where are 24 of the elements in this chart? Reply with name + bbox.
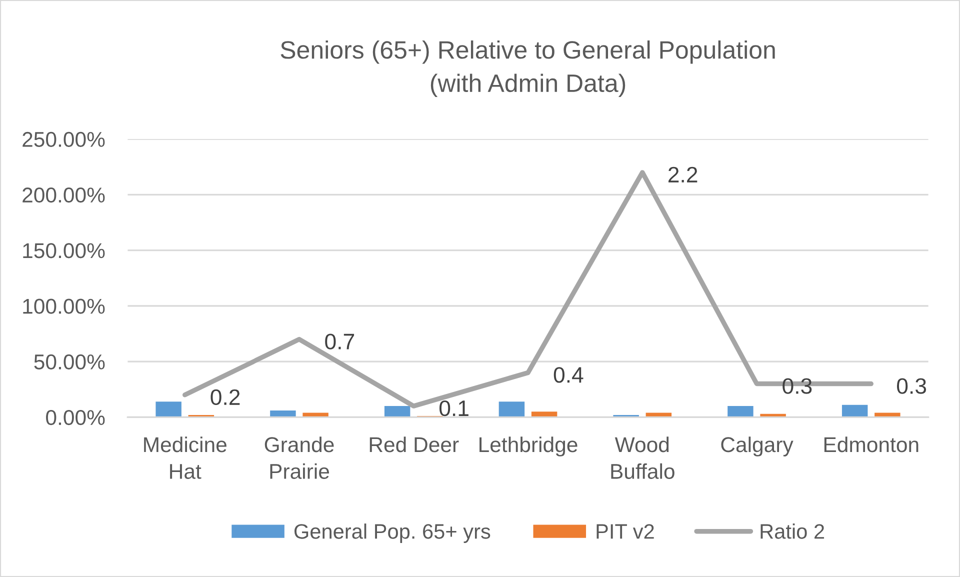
y-tick-label: 200.00%	[22, 188, 105, 203]
y-tick-label: 150.00%	[23, 243, 105, 258]
legend-label: PIT v2	[596, 524, 654, 539]
x-tick-label: Medicine Hat	[144, 436, 226, 479]
y-tick-label: 250.00%	[22, 132, 105, 147]
x-tick-label: Grande Prairie	[264, 436, 334, 479]
y-tick-label: 100.00%	[23, 298, 105, 314]
x-tick-label: Calgary	[721, 436, 794, 456]
x-tick-label: Red Deer	[370, 436, 459, 452]
data-label: 0.7	[325, 334, 354, 350]
y-tick-label: 0.00%	[46, 410, 105, 426]
data-label: 0.2	[210, 389, 240, 406]
data-label: 2.2	[668, 166, 698, 182]
legend-label: Ratio 2	[760, 524, 824, 539]
x-tick-label: Edmonton	[824, 436, 918, 452]
data-label: 0.1	[439, 400, 468, 416]
x-tick-label: Lethbridge	[480, 436, 578, 456]
data-label: 0.4	[554, 367, 584, 383]
y-tick-label: 50.00%	[34, 354, 105, 370]
chart-title: Seniors (65+) Relative to General Population (with Admin Data)	[280, 40, 775, 98]
legend-label: General Pop. 65+ yrs	[294, 524, 490, 543]
data-label: 0.3	[897, 378, 926, 394]
x-tick-label: Wood Buffalo	[611, 436, 674, 479]
data-label: 0.3	[782, 378, 812, 394]
